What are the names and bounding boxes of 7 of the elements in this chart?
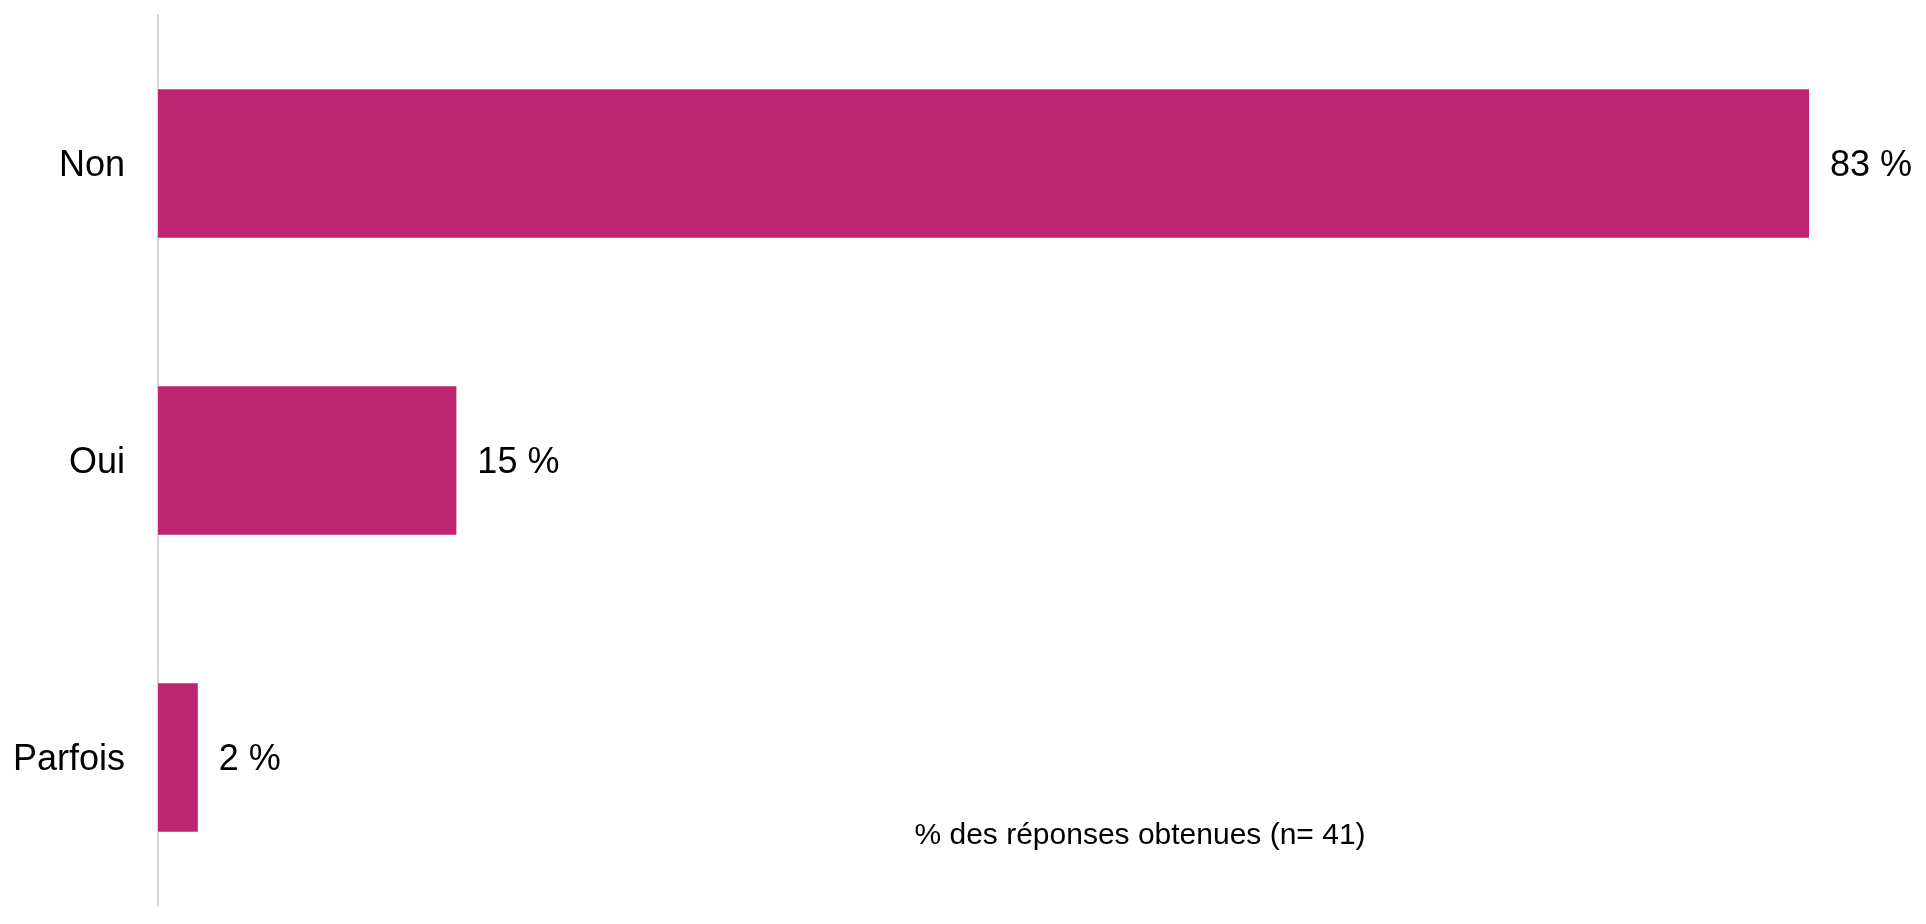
data-label: 15 %	[477, 440, 560, 481]
x-axis-title: % des réponses obtenues (n= 41)	[914, 816, 1366, 850]
data-label: 2 %	[218, 737, 281, 778]
y-tick-label: Parfois	[12, 737, 125, 778]
y-tick-label: Non	[58, 143, 125, 184]
data-label: 83 %	[1830, 143, 1913, 184]
y-tick-label: Oui	[68, 440, 125, 481]
